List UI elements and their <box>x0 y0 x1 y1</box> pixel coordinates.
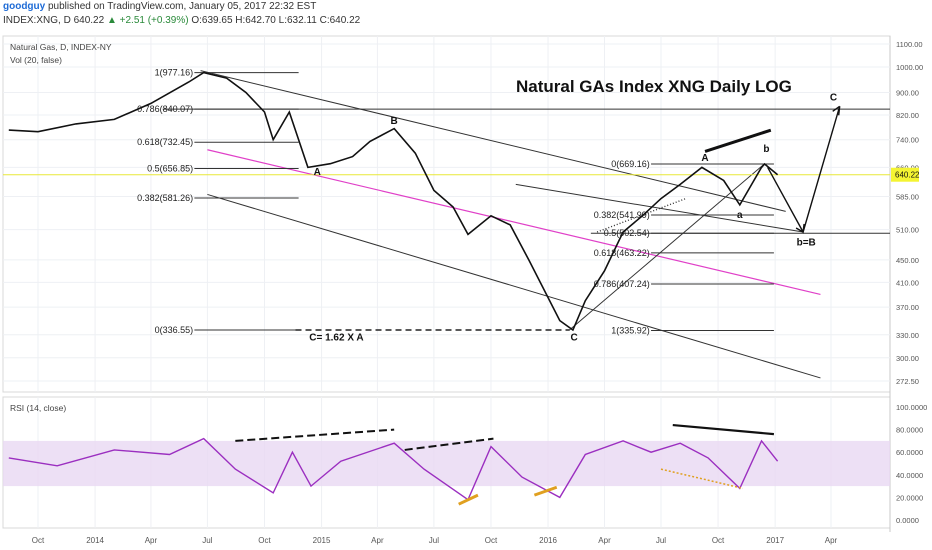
fib-label-right: 0.786(407.24) <box>594 279 650 289</box>
rsi-band <box>3 440 890 487</box>
x-tick-label: 2017 <box>766 536 784 545</box>
x-tick-label: Jul <box>429 536 439 545</box>
wave-annotation: a <box>737 210 743 221</box>
fib-label-left: 1(977.16) <box>155 68 194 78</box>
rsi-divergence-line <box>672 423 775 436</box>
series-label: Natural Gas, D, INDEX-NY <box>10 42 112 52</box>
x-tick-label: Jul <box>202 536 212 545</box>
fib-label-right: 0(669.16) <box>611 159 650 169</box>
rsi-y-tick-label: 0.0000 <box>896 516 919 525</box>
fib-label-left: 0.5(656.85) <box>147 164 193 174</box>
fib-label-left: 0.618(732.45) <box>137 137 193 147</box>
wave-annotation: A <box>701 153 708 164</box>
y-tick-label: 450.00 <box>896 256 919 265</box>
x-tick-label: 2015 <box>313 536 331 545</box>
price-change: +2.51 (+0.39%) <box>119 15 189 26</box>
x-tick-label: Jul <box>656 536 666 545</box>
fib-label-right: 0.382(541.99) <box>594 210 650 220</box>
dotted-trendline <box>596 197 687 233</box>
rsi-series-line <box>8 437 779 501</box>
y-tick-label: 410.00 <box>896 278 919 287</box>
rsi-title: RSI (14, close) <box>10 403 66 413</box>
ohlc-values: O:639.65 H:642.70 L:632.11 C:640.22 <box>191 15 361 26</box>
y-tick-label: 1100.00 <box>896 40 923 49</box>
publish-info: published on TradingView.com, January 05… <box>48 1 317 12</box>
y-tick-label: 900.00 <box>896 88 919 97</box>
support-trendline <box>569 163 765 331</box>
x-tick-label: Apr <box>371 536 384 545</box>
x-tick-label: Oct <box>712 536 725 545</box>
x-tick-label: 2014 <box>86 536 104 545</box>
y-tick-label: 330.00 <box>896 331 919 340</box>
rsi-divergence-dashed <box>404 437 494 451</box>
wave-annotation: A <box>314 167 321 178</box>
y-tick-label: 370.00 <box>896 303 919 312</box>
publish-line: goodguy published on TradingView.com, Ja… <box>3 1 316 12</box>
price-series-line <box>8 71 779 332</box>
x-tick-label: Oct <box>485 536 498 545</box>
x-tick-label: Apr <box>825 536 838 545</box>
fib-label-right: 0.618(463.22) <box>594 248 650 258</box>
symbol-name: INDEX:XNG, D <box>3 15 71 26</box>
channel-lower-line <box>207 193 821 379</box>
divergence-line <box>704 128 772 153</box>
fib-label-left: 0.786(840.07) <box>137 104 193 114</box>
magenta-midline <box>207 149 821 296</box>
y-tick-label: 585.00 <box>896 192 919 201</box>
x-tick-label: 2016 <box>539 536 557 545</box>
y-tick-label: 510.00 <box>896 226 919 235</box>
y-tick-label: 300.00 <box>896 354 919 363</box>
last-price-tag <box>891 167 919 182</box>
volume-label: Vol (20, false) <box>10 55 62 65</box>
fib-label-left: 0(336.55) <box>155 325 194 335</box>
x-tick-label: Apr <box>145 536 158 545</box>
y-tick-label: 820.00 <box>896 111 919 120</box>
rsi-y-tick-label: 100.0000 <box>896 403 927 412</box>
rsi-y-tick-label: 20.0000 <box>896 493 923 502</box>
last-price: 640.22 <box>73 15 105 26</box>
wave-annotation: b <box>763 144 769 155</box>
last-price-label: 640.22 <box>895 171 920 180</box>
arrow-head-icon <box>832 105 841 116</box>
rsi-divergence-dashed <box>235 428 395 442</box>
rsi-y-tick-label: 80.0000 <box>896 426 923 435</box>
y-tick-label: 740.00 <box>896 136 919 145</box>
wave-annotation: B <box>391 116 398 127</box>
y-tick-label: 1000.00 <box>896 63 923 72</box>
fib-label-left: 0.382(581.26) <box>137 193 193 203</box>
up-arrow-icon: ▲ <box>106 15 117 26</box>
author-name[interactable]: goodguy <box>3 1 46 12</box>
wave-annotation: b=B <box>797 237 816 248</box>
wave-annotation: C= 1.62 X A <box>309 333 363 344</box>
rsi-y-tick-label: 40.0000 <box>896 471 923 480</box>
rsi-y-tick-label: 60.0000 <box>896 448 923 457</box>
x-tick-label: Oct <box>258 536 271 545</box>
x-tick-label: Apr <box>598 536 611 545</box>
wave-annotation: C <box>830 93 837 104</box>
y-tick-label: 272.50 <box>896 377 919 386</box>
wave-annotation: C <box>570 333 577 344</box>
x-tick-label: Oct <box>32 536 45 545</box>
chart-title: Natural GAs Index XNG Daily LOG <box>516 77 792 96</box>
arrow-head-icon <box>795 223 805 233</box>
symbol-line: INDEX:XNG, D 640.22 ▲ +2.51 (+0.39%) O:6… <box>3 15 360 26</box>
fib-label-right: 0.5(502.54) <box>604 228 650 238</box>
rsi-support-mark <box>533 485 558 497</box>
rsi-support-mark <box>458 493 479 506</box>
channel-upper-line <box>200 70 786 212</box>
fib-label-right: 1(335.92) <box>611 325 650 335</box>
